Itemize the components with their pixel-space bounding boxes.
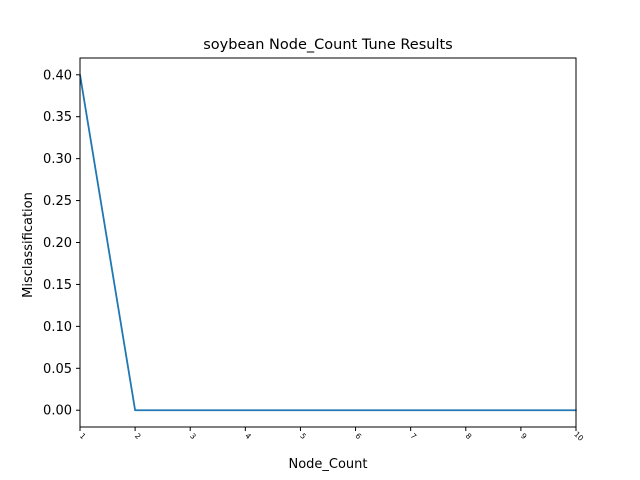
y-tick-label: 0.10: [43, 320, 72, 335]
x-tick-label: 4: [243, 431, 253, 441]
x-tick-label: 9: [519, 431, 529, 441]
y-tick-label: 0.05: [43, 362, 72, 377]
y-tick-label: 0.35: [43, 110, 72, 125]
x-tick-label: 6: [353, 431, 363, 441]
series-line: [79, 73, 577, 412]
x-axis-label: Node_Count: [288, 457, 367, 472]
y-tick-label: 0.20: [43, 236, 72, 251]
x-tick-label: 8: [464, 431, 474, 441]
x-axis-ticks: 1 2 3 4 5 6 7 8 9 10: [78, 427, 585, 443]
y-tick-label: 0.25: [43, 194, 72, 209]
plot-frame: [79, 57, 577, 428]
y-axis-label: Misclassification: [21, 192, 36, 298]
y-tick-label: 0.40: [43, 68, 72, 83]
y-tick-label: 0.30: [43, 152, 72, 167]
x-tick-label: 2: [133, 431, 143, 441]
y-tick-label: 0.00: [43, 404, 72, 419]
x-tick-label: 3: [188, 431, 198, 441]
data-series-layer: [79, 73, 577, 412]
x-tick-label: 7: [409, 431, 419, 441]
x-tick-label: 1: [78, 431, 88, 441]
y-axis-ticks: 0.00 0.05 0.10 0.15 0.20 0.25 0.30 0.35 0.40: [43, 68, 80, 419]
y-tick-label: 0.15: [43, 278, 72, 293]
x-tick-label: 5: [298, 431, 308, 441]
chart-title: soybean Node_Count Tune Results: [203, 37, 453, 53]
